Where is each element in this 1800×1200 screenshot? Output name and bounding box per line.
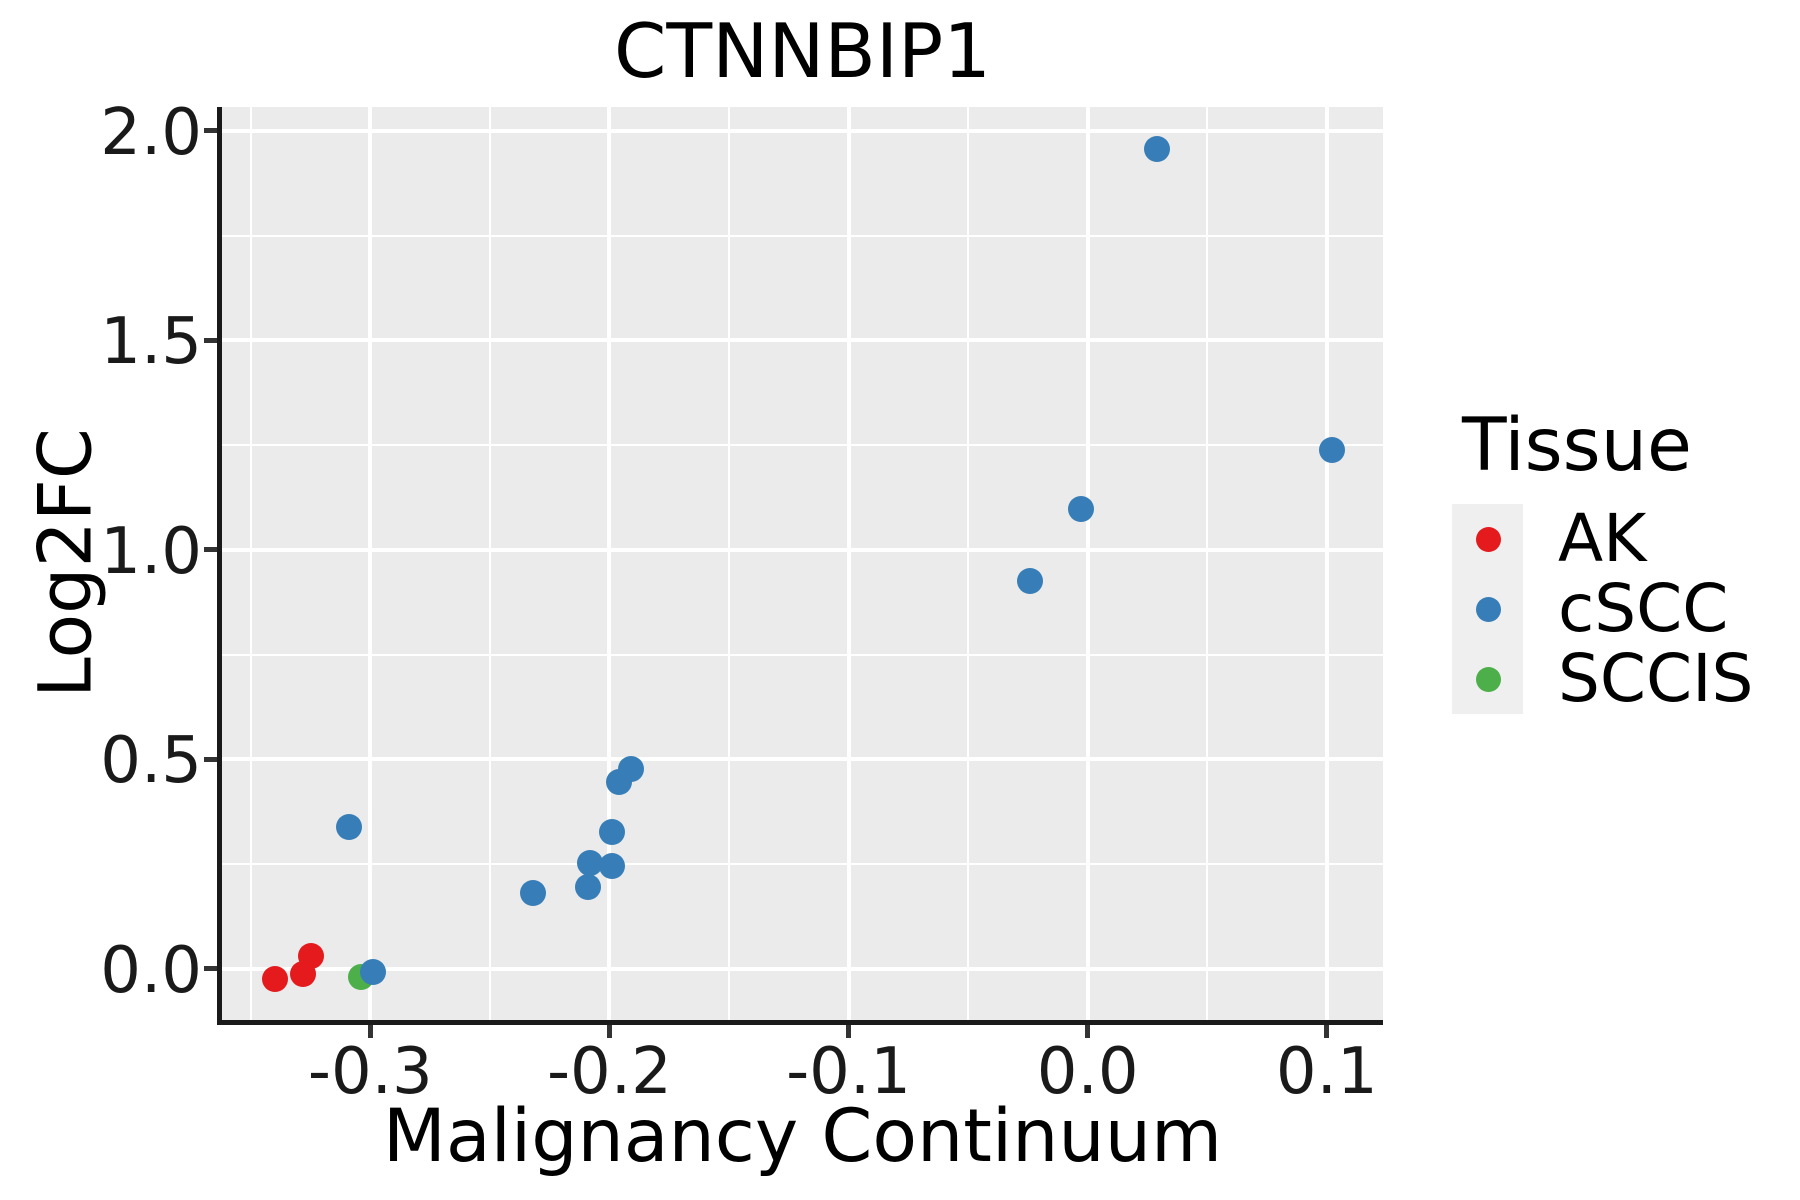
y-tick-label: 0.5 xyxy=(100,724,202,799)
legend-label-ak: AK xyxy=(1558,500,1647,577)
data-point-cscc xyxy=(1067,495,1094,522)
x-major-gridline xyxy=(846,107,851,1020)
y-tick-mark xyxy=(204,966,217,972)
legend-dot-cscc xyxy=(1475,596,1501,622)
data-point-cscc xyxy=(1017,567,1044,594)
x-tick-mark xyxy=(846,1025,851,1038)
x-major-gridline xyxy=(368,107,373,1020)
x-tick-mark xyxy=(367,1025,373,1038)
legend-label-cscc: cSCC xyxy=(1558,570,1729,647)
data-point-cscc xyxy=(1144,135,1170,162)
y-tick-label: 0.0 xyxy=(100,933,202,1008)
x-minor-gridline xyxy=(967,107,970,1020)
x-major-gridline xyxy=(1085,107,1090,1020)
data-point-cscc xyxy=(574,873,601,900)
y-major-gridline xyxy=(222,338,1383,343)
x-tick-mark xyxy=(1324,1025,1330,1038)
x-minor-gridline xyxy=(1206,107,1209,1020)
x-minor-gridline xyxy=(728,107,730,1020)
x-tick-label: 0.1 xyxy=(1275,1035,1378,1109)
x-tick-label: -0.3 xyxy=(307,1035,433,1109)
y-tick-mark xyxy=(204,337,217,343)
data-point-ak xyxy=(261,966,288,993)
data-point-cscc xyxy=(335,813,362,840)
data-point-ak xyxy=(297,942,324,969)
y-tick-mark xyxy=(204,756,217,762)
data-point-cscc xyxy=(617,756,644,782)
data-point-cscc xyxy=(1318,436,1345,463)
y-major-gridline xyxy=(222,966,1383,971)
legend-label-sccis: SCCIS xyxy=(1558,640,1754,717)
x-minor-gridline xyxy=(249,107,252,1020)
data-point-cscc xyxy=(598,852,625,879)
x-minor-gridline xyxy=(488,107,491,1020)
legend-dot-ak xyxy=(1475,526,1501,552)
x-axis-spine xyxy=(217,1020,1383,1025)
plot-panel xyxy=(222,107,1383,1020)
y-tick-label: 2.0 xyxy=(100,95,202,170)
x-tick-label: 0.0 xyxy=(1036,1035,1139,1109)
y-minor-gridline xyxy=(222,863,1383,866)
data-point-cscc xyxy=(519,880,546,906)
x-tick-label: -0.1 xyxy=(786,1035,911,1109)
data-point-cscc xyxy=(598,818,625,845)
y-tick-label: 1.0 xyxy=(100,514,202,589)
y-minor-gridline xyxy=(222,653,1383,656)
x-major-gridline xyxy=(1324,107,1329,1020)
legend-title: Tissue xyxy=(1462,403,1692,488)
y-axis-title: Log2FC xyxy=(23,428,109,698)
y-major-gridline xyxy=(222,547,1383,552)
x-major-gridline xyxy=(607,107,612,1020)
y-tick-mark xyxy=(204,547,217,553)
data-point-cscc xyxy=(359,958,386,985)
x-tick-label: -0.2 xyxy=(546,1035,672,1109)
y-tick-mark xyxy=(204,128,217,134)
y-minor-gridline xyxy=(222,444,1383,447)
legend-dot-sccis xyxy=(1475,666,1501,692)
y-minor-gridline xyxy=(222,234,1383,237)
x-tick-mark xyxy=(606,1025,612,1038)
y-major-gridline xyxy=(222,128,1383,133)
plot-title: CTNNBIP1 xyxy=(614,7,991,95)
x-tick-mark xyxy=(1085,1025,1091,1038)
y-axis-spine xyxy=(217,107,222,1025)
x-axis-title: Malignancy Continuum xyxy=(382,1094,1223,1179)
y-major-gridline xyxy=(222,757,1383,762)
y-tick-label: 1.5 xyxy=(100,305,202,380)
